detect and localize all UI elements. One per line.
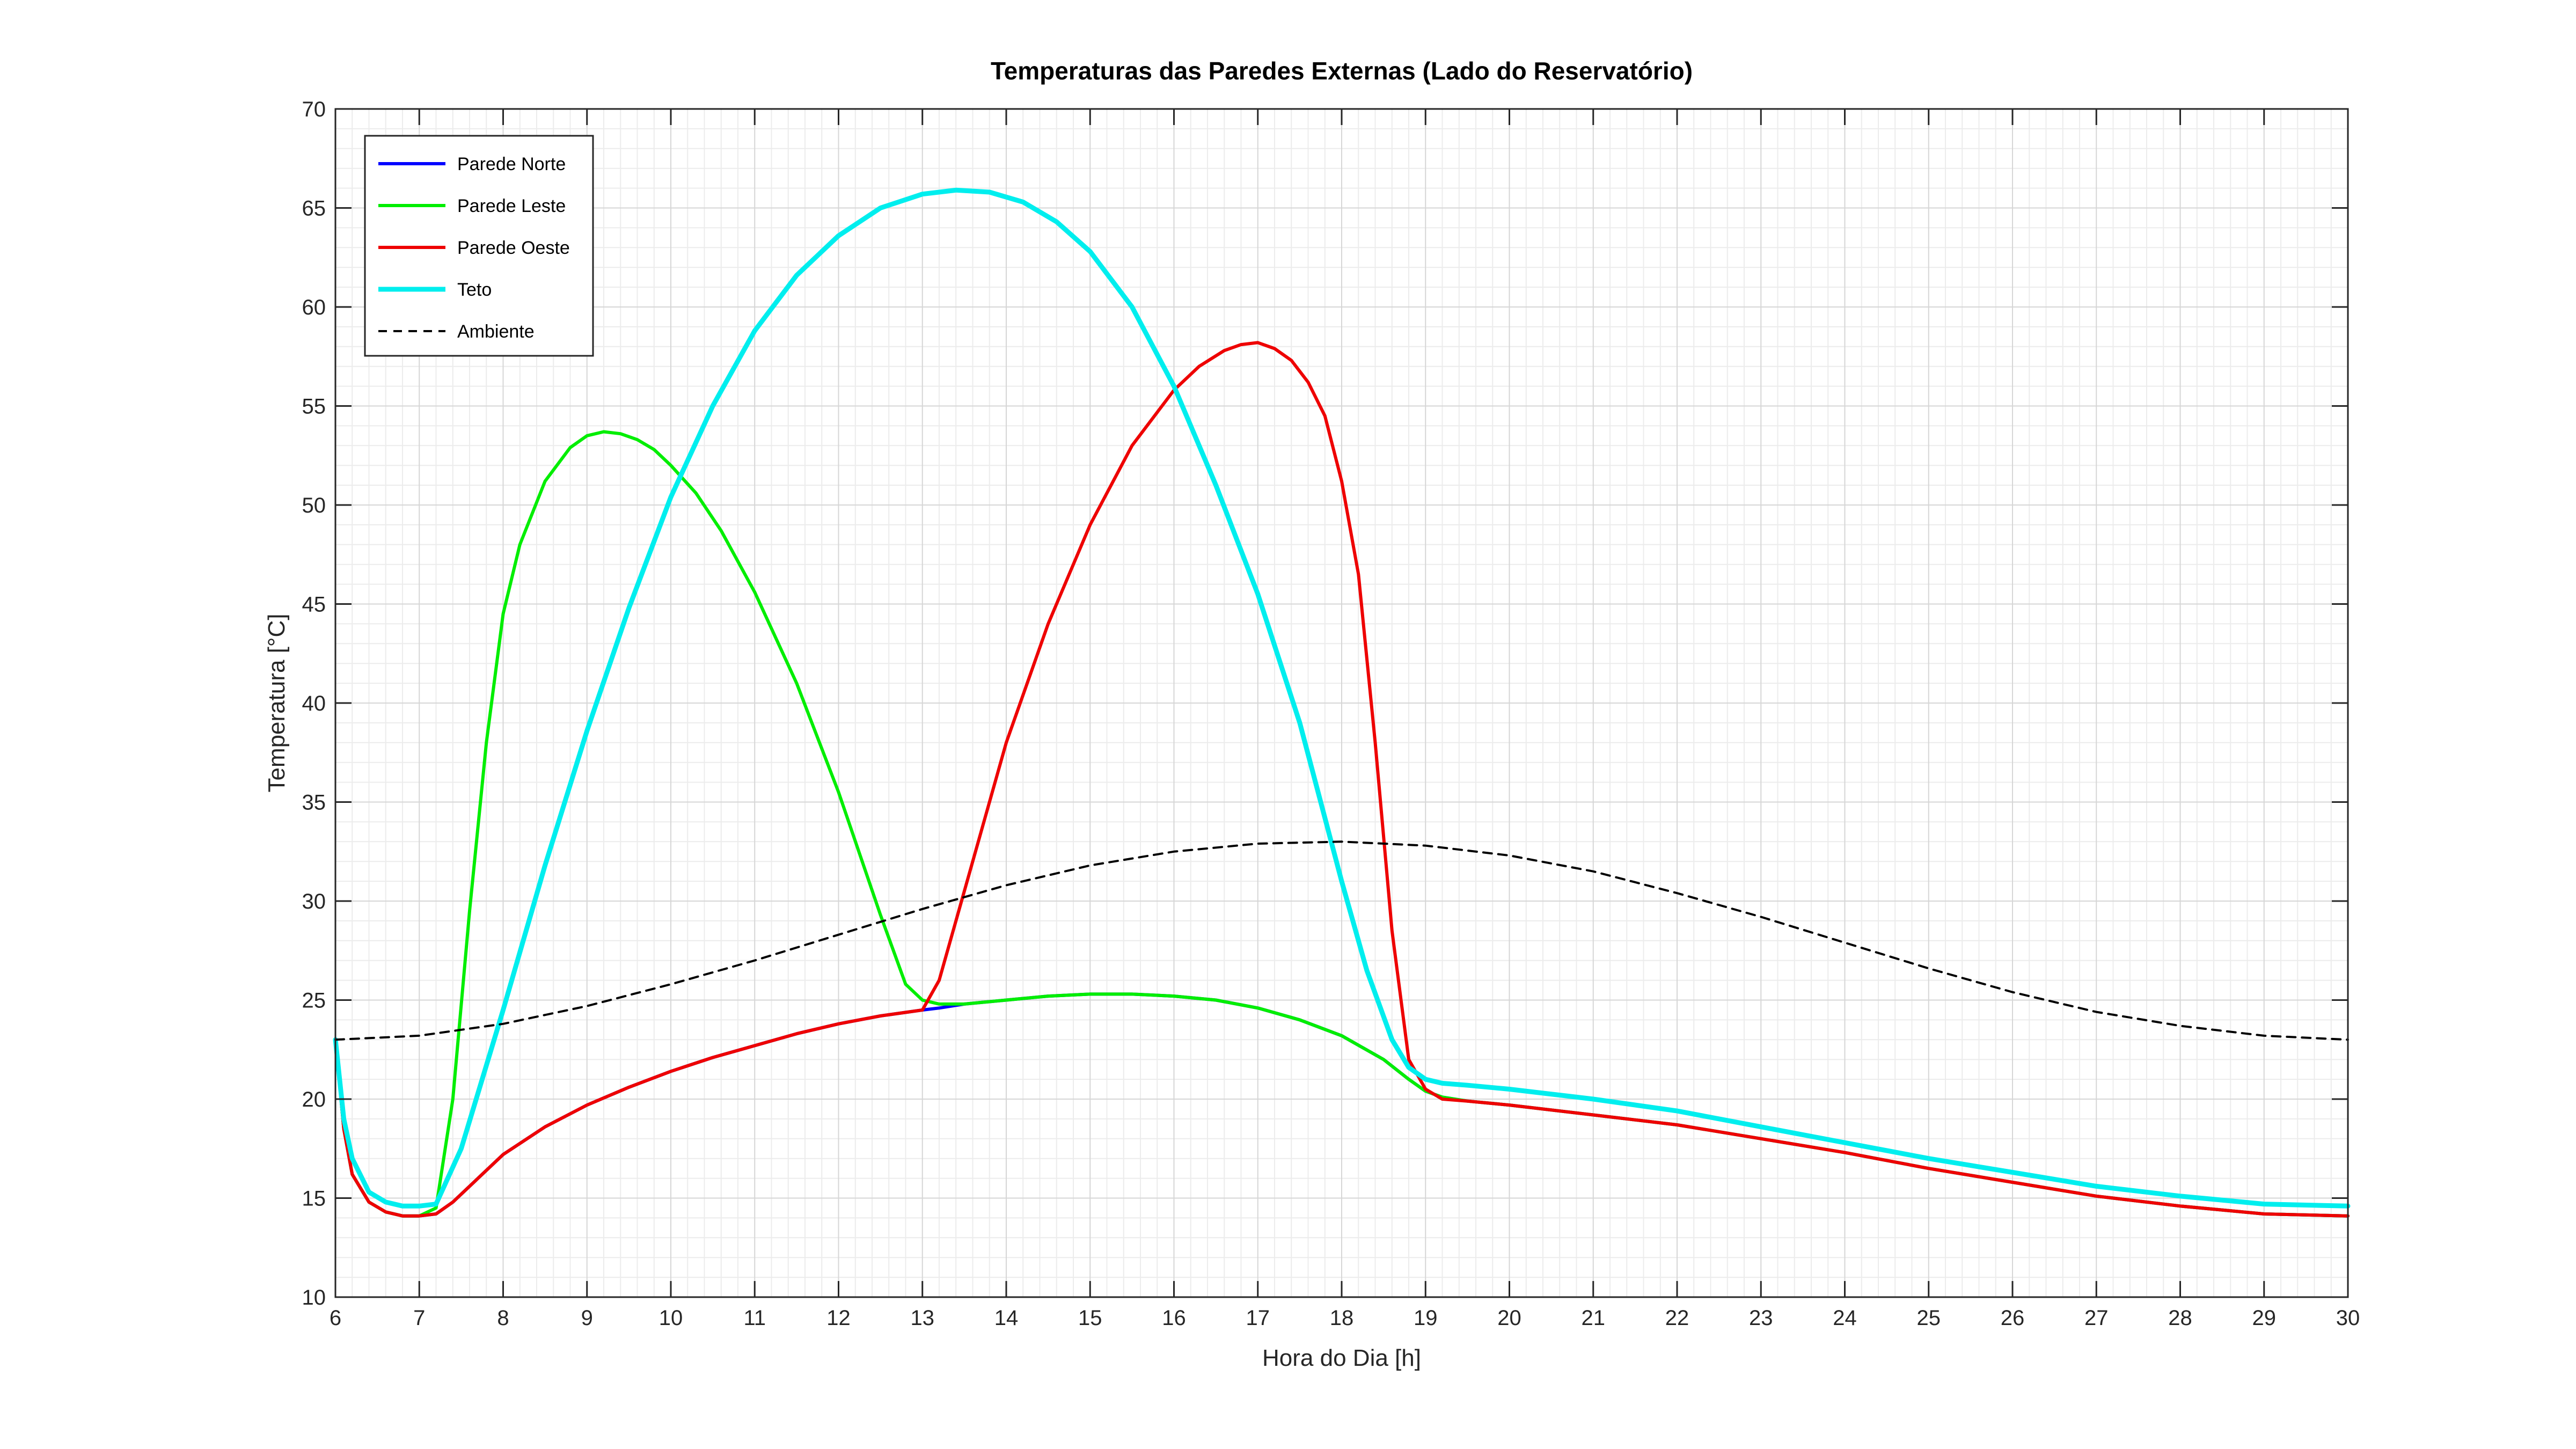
legend-label: Teto (457, 280, 492, 300)
x-tick-label: 13 (911, 1306, 935, 1330)
x-tick-label: 30 (2336, 1306, 2360, 1330)
legend-label: Ambiente (457, 321, 535, 342)
y-tick-label: 30 (302, 890, 326, 913)
x-tick-label: 24 (1833, 1306, 1857, 1330)
x-tick-label: 28 (2168, 1306, 2192, 1330)
axis-ticks (334, 108, 2349, 1298)
x-tick-label: 14 (994, 1306, 1019, 1330)
legend-label: Parede Leste (457, 196, 566, 216)
x-tick-label: 11 (743, 1306, 766, 1330)
y-tick-label: 25 (302, 989, 326, 1013)
y-tick-label: 45 (302, 593, 326, 617)
x-tick-label: 20 (1497, 1306, 1521, 1330)
series-line-ambiente (334, 840, 2349, 1041)
y-tick-label: 50 (302, 494, 326, 517)
x-tick-label: 27 (2084, 1306, 2109, 1330)
x-tick-label: 7 (413, 1306, 425, 1330)
x-tick-label: 15 (1078, 1306, 1102, 1330)
x-tick-label: 16 (1162, 1306, 1186, 1330)
legend-label: Parede Norte (457, 154, 566, 174)
y-tick-label: 70 (302, 98, 326, 121)
x-tick-label: 22 (1665, 1306, 1689, 1330)
series-line-teto (333, 187, 2351, 1209)
x-axis-label: Hora do Dia [h] (1262, 1345, 1421, 1371)
tick-labels: 6 7 8 9 10 11 12 13 14 15 16 17 18 19 20 21 22 23 24 25 26 27… (302, 98, 2360, 1330)
y-tick-label: 20 (302, 1088, 326, 1111)
y-tick-label: 10 (302, 1286, 326, 1309)
x-tick-label: 29 (2252, 1306, 2277, 1330)
x-tick-label: 12 (826, 1306, 851, 1330)
chart-title: Temperaturas das Paredes Externas (Lado … (991, 57, 1693, 85)
x-tick-label: 23 (1749, 1306, 1773, 1330)
y-tick-label: 55 (302, 395, 326, 419)
x-tick-label: 8 (497, 1306, 509, 1330)
x-tick-label: 19 (1414, 1306, 1438, 1330)
y-tick-label: 40 (302, 692, 326, 715)
x-tick-label: 10 (659, 1306, 683, 1330)
y-tick-label: 15 (302, 1187, 326, 1211)
legend-label: Parede Oeste (457, 238, 570, 258)
x-tick-label: 25 (1917, 1306, 1941, 1330)
x-tick-label: 26 (2001, 1306, 2025, 1330)
x-tick-label: 9 (581, 1306, 593, 1330)
x-tick-label: 6 (330, 1306, 341, 1330)
series-layer (333, 187, 2351, 1218)
x-tick-label: 21 (1582, 1306, 1606, 1330)
y-tick-label: 60 (302, 296, 326, 319)
y-axis-label: Temperatura [°C] (264, 613, 290, 792)
y-tick-label: 35 (302, 791, 326, 815)
legend: Parede Norte Parede Leste Parede Oeste Teto… (364, 135, 594, 357)
x-tick-label: 18 (1330, 1306, 1354, 1330)
y-tick-label: 65 (302, 197, 326, 221)
x-tick-label: 17 (1246, 1306, 1270, 1330)
